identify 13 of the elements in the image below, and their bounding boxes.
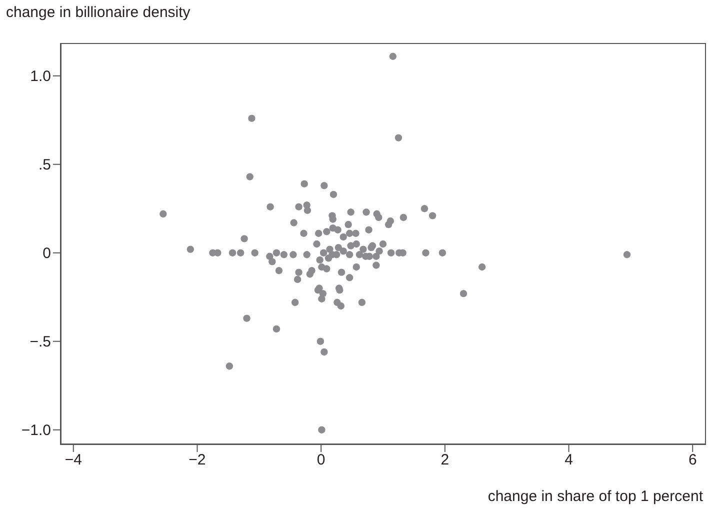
x-axis-title: change in share of top 1 percent [488, 488, 703, 505]
y-tick-label: −.5 [30, 334, 51, 351]
x-tick-label: −2 [188, 452, 206, 469]
x-tick-label: −4 [64, 452, 82, 469]
x-tick-label: 0 [316, 452, 326, 469]
y-tick-label: −1.0 [21, 422, 51, 440]
y-tick-label: 1.0 [30, 68, 51, 86]
y-axis-title: change in billionaire density [6, 4, 190, 21]
x-tick-label: 6 [688, 452, 697, 469]
y-tick-label: .5 [38, 156, 51, 174]
y-tick-label: 0 [42, 245, 51, 262]
x-tick-label: 4 [564, 452, 573, 469]
x-tick-label: 2 [440, 452, 450, 469]
